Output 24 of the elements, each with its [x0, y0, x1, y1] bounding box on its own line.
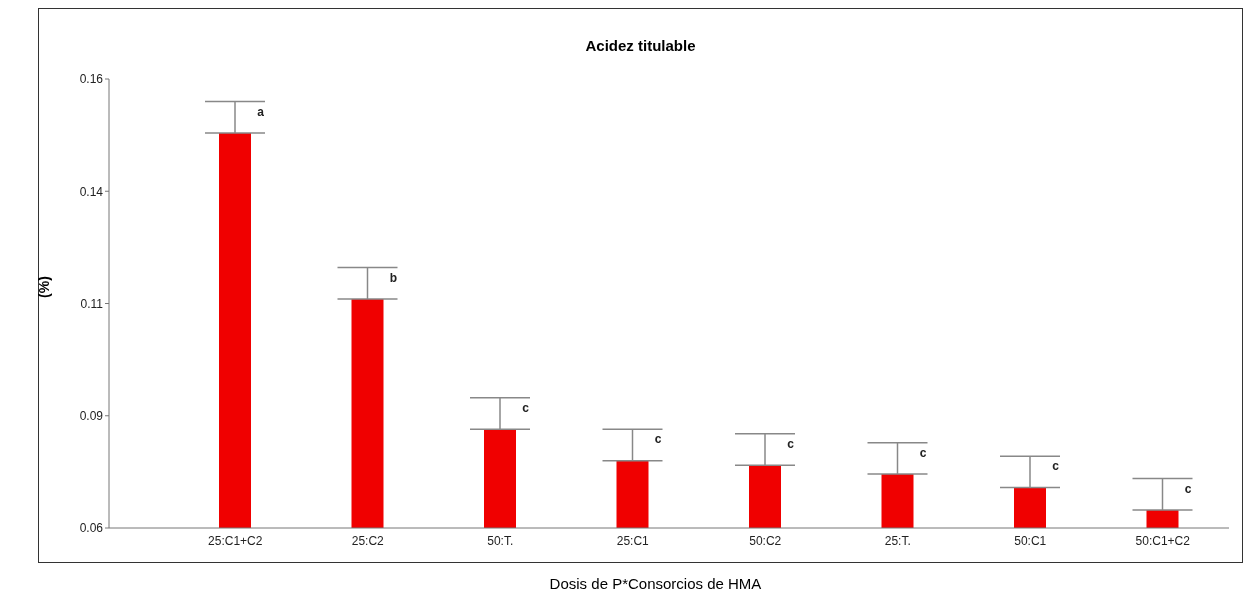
x-tick-label: 25:T.: [884, 533, 911, 548]
x-tick-label: 50:C1: [1014, 533, 1047, 548]
y-tick-label: 0.06: [79, 521, 104, 536]
x-tick-label: 50:T.: [487, 533, 514, 548]
annotation: c: [654, 432, 662, 447]
y-tick-label: 0.16: [79, 72, 104, 87]
y-axis-title: (%): [35, 276, 52, 298]
annotation: a: [257, 104, 265, 119]
x-axis-title: Dosis de P*Consorcios de HMA: [548, 575, 763, 592]
annotation: c: [522, 401, 530, 416]
x-tick-label: 50:C1+C2: [1135, 533, 1191, 548]
y-tick-label: 0.11: [80, 296, 104, 311]
x-tick-label: 25:C1: [616, 533, 650, 548]
annotation: c: [919, 445, 927, 460]
x-tick-label: 25:C2: [351, 533, 385, 548]
annotation: c: [1184, 481, 1192, 496]
chart-title: Acidez titulable: [584, 37, 697, 54]
annotation: c: [1052, 459, 1060, 474]
x-tick-label: 50:C2: [749, 533, 782, 548]
y-tick-label: 0.14: [79, 184, 104, 199]
annotation: b: [389, 270, 398, 285]
y-tick-label: 0.09: [79, 409, 104, 424]
annotation: c: [787, 436, 795, 451]
x-tick-label: 25:C1+C2: [208, 533, 263, 548]
